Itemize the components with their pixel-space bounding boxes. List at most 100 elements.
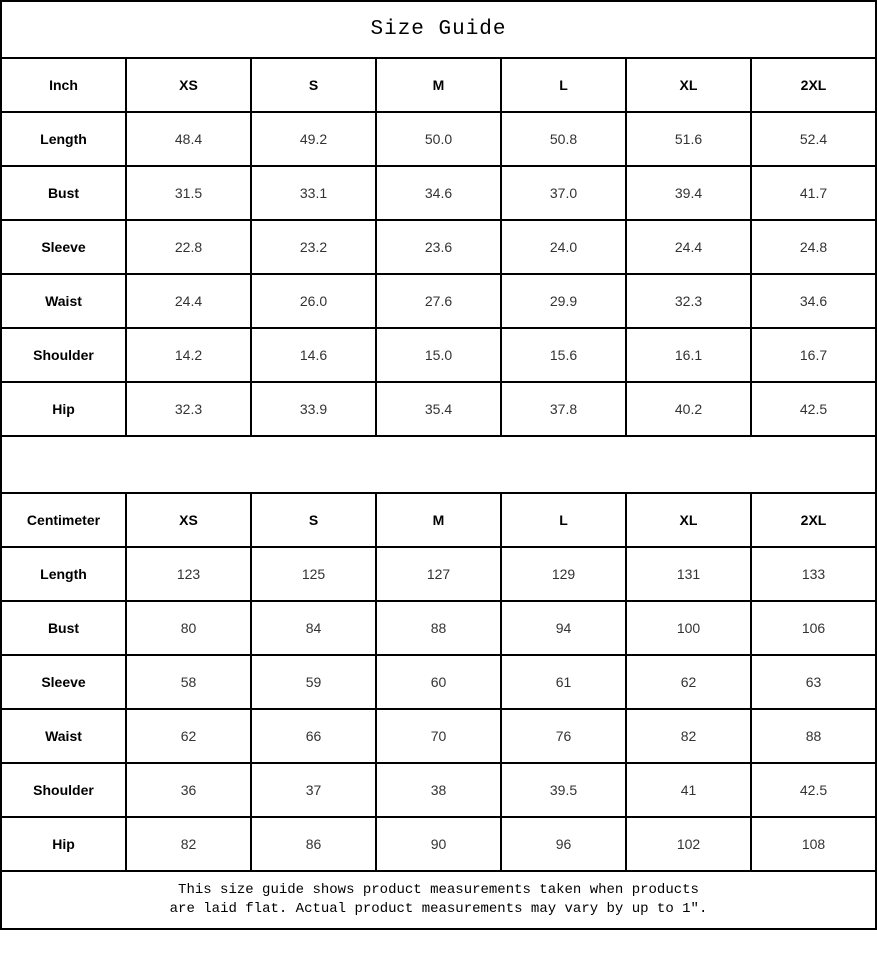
inch-size-table: Inch XS S M L XL 2XL Length 48.4 49.2 50.0 50.8 51.6… [0, 57, 877, 437]
measurement-value: 16.1 [625, 327, 752, 383]
size-column-header: XL [625, 492, 752, 548]
measurement-value: 24.8 [750, 219, 877, 275]
measurement-value: 39.4 [625, 165, 752, 221]
measurement-value: 100 [625, 600, 752, 656]
measurement-value: 35.4 [375, 381, 502, 437]
measurement-value: 127 [375, 546, 502, 602]
measurement-value: 133 [750, 546, 877, 602]
measurement-row: Bust 31.5 33.1 34.6 37.0 39.4 41.7 [0, 165, 877, 221]
measurement-value: 58 [125, 654, 252, 710]
measurement-value: 62 [625, 654, 752, 710]
measurement-value: 16.7 [750, 327, 877, 383]
measurement-value: 49.2 [250, 111, 377, 167]
measurement-value: 131 [625, 546, 752, 602]
size-column-header: 2XL [750, 57, 877, 113]
measurement-value: 60 [375, 654, 502, 710]
measurement-value: 42.5 [750, 381, 877, 437]
size-column-header: XL [625, 57, 752, 113]
size-column-header: L [500, 492, 627, 548]
unit-header: Inch [0, 57, 127, 113]
measurement-value: 23.6 [375, 219, 502, 275]
measurement-row: Bust 80 84 88 94 100 106 [0, 600, 877, 656]
measurement-value: 34.6 [750, 273, 877, 329]
measurement-value: 94 [500, 600, 627, 656]
measurement-value: 38 [375, 762, 502, 818]
unit-header: Centimeter [0, 492, 127, 548]
size-column-header: L [500, 57, 627, 113]
measurement-label: Bust [0, 600, 127, 656]
measurement-value: 129 [500, 546, 627, 602]
measurement-value: 88 [375, 600, 502, 656]
measurement-value: 86 [250, 816, 377, 872]
measurement-value: 24.4 [625, 219, 752, 275]
measurement-value: 14.6 [250, 327, 377, 383]
measurement-value: 37 [250, 762, 377, 818]
measurement-row: Length 123 125 127 129 131 133 [0, 546, 877, 602]
size-column-header: XS [125, 57, 252, 113]
measurement-label: Shoulder [0, 762, 127, 818]
measurement-value: 27.6 [375, 273, 502, 329]
measurement-label: Length [0, 111, 127, 167]
measurement-value: 15.6 [500, 327, 627, 383]
size-guide-note: This size guide shows product measuremen… [0, 872, 877, 930]
measurement-value: 14.2 [125, 327, 252, 383]
measurement-value: 39.5 [500, 762, 627, 818]
measurement-value: 102 [625, 816, 752, 872]
measurement-value: 52.4 [750, 111, 877, 167]
measurement-value: 63 [750, 654, 877, 710]
size-column-header: S [250, 492, 377, 548]
measurement-value: 40.2 [625, 381, 752, 437]
measurement-row: Waist 62 66 70 76 82 88 [0, 708, 877, 764]
measurement-label: Shoulder [0, 327, 127, 383]
measurement-value: 82 [625, 708, 752, 764]
measurement-value: 15.0 [375, 327, 502, 383]
measurement-row: Sleeve 58 59 60 61 62 63 [0, 654, 877, 710]
measurement-value: 29.9 [500, 273, 627, 329]
measurement-value: 76 [500, 708, 627, 764]
measurement-value: 106 [750, 600, 877, 656]
measurement-value: 37.0 [500, 165, 627, 221]
centimeter-size-table: Centimeter XS S M L XL 2XL Length 123 125 127 129 13… [0, 492, 877, 872]
measurement-value: 23.2 [250, 219, 377, 275]
measurement-value: 70 [375, 708, 502, 764]
measurement-row: Hip 82 86 90 96 102 108 [0, 816, 877, 872]
measurement-value: 22.8 [125, 219, 252, 275]
size-header-row: Centimeter XS S M L XL 2XL [0, 492, 877, 548]
measurement-label: Waist [0, 708, 127, 764]
measurement-value: 108 [750, 816, 877, 872]
size-column-header: 2XL [750, 492, 877, 548]
measurement-value: 84 [250, 600, 377, 656]
size-header-row: Inch XS S M L XL 2XL [0, 57, 877, 113]
measurement-value: 96 [500, 816, 627, 872]
table-spacer [0, 437, 877, 492]
measurement-value: 41 [625, 762, 752, 818]
size-column-header: M [375, 492, 502, 548]
measurement-value: 31.5 [125, 165, 252, 221]
measurement-value: 125 [250, 546, 377, 602]
measurement-label: Sleeve [0, 219, 127, 275]
measurement-label: Hip [0, 816, 127, 872]
measurement-value: 48.4 [125, 111, 252, 167]
measurement-label: Length [0, 546, 127, 602]
measurement-value: 50.8 [500, 111, 627, 167]
note-line-1: This size guide shows product measuremen… [178, 882, 699, 898]
measurement-value: 33.9 [250, 381, 377, 437]
measurement-value: 50.0 [375, 111, 502, 167]
size-column-header: S [250, 57, 377, 113]
measurement-value: 61 [500, 654, 627, 710]
measurement-value: 66 [250, 708, 377, 764]
measurement-value: 24.4 [125, 273, 252, 329]
measurement-row: Waist 24.4 26.0 27.6 29.9 32.3 34.6 [0, 273, 877, 329]
note-line-2: are laid flat. Actual product measuremen… [169, 901, 708, 917]
size-column-header: XS [125, 492, 252, 548]
measurement-value: 34.6 [375, 165, 502, 221]
measurement-value: 42.5 [750, 762, 877, 818]
measurement-value: 80 [125, 600, 252, 656]
measurement-value: 26.0 [250, 273, 377, 329]
measurement-value: 41.7 [750, 165, 877, 221]
measurement-value: 37.8 [500, 381, 627, 437]
measurement-value: 32.3 [125, 381, 252, 437]
measurement-row: Sleeve 22.8 23.2 23.6 24.0 24.4 24.8 [0, 219, 877, 275]
measurement-label: Sleeve [0, 654, 127, 710]
